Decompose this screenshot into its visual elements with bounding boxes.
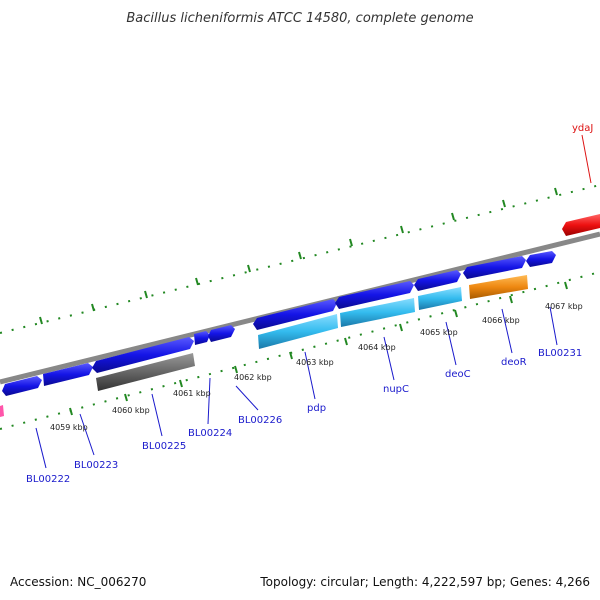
accession-label: Accession: NC_006270 xyxy=(10,575,146,589)
map-title: Bacillus licheniformis ATCC 14580, compl… xyxy=(126,11,473,26)
gene-nupc-rev[interactable] xyxy=(340,298,415,327)
kbp-label: 4061 kbp xyxy=(173,389,211,398)
gene-nupc-fwd[interactable] xyxy=(335,281,414,309)
forward-genes xyxy=(2,214,600,396)
gene-deor-fwd[interactable] xyxy=(463,256,526,279)
gene-ydaj[interactable] xyxy=(562,214,600,236)
gene-bl00225-fwd[interactable] xyxy=(92,337,194,373)
gene-label-bl00225[interactable]: BL00225 xyxy=(142,441,186,452)
gene-label-bl00231[interactable]: BL00231 xyxy=(538,348,582,359)
gene-label-lines xyxy=(35,134,592,469)
gene-label-nupc[interactable]: nupC xyxy=(383,384,409,395)
gene-label-ydaj[interactable]: ydaJ xyxy=(572,123,593,134)
edge-marker xyxy=(0,405,4,417)
topology-label: Topology: circular; Length: 4,222,597 bp… xyxy=(259,575,590,589)
gene-bl00231[interactable] xyxy=(526,251,556,267)
gene-label-bl00222[interactable]: BL00222 xyxy=(26,474,70,485)
kbp-label: 4062 kbp xyxy=(234,373,272,382)
gene-label-bl00226[interactable]: BL00226 xyxy=(238,415,282,426)
feature-track xyxy=(0,275,528,417)
kbp-label: 4060 kbp xyxy=(112,406,150,415)
gene-bl00224[interactable] xyxy=(194,331,210,345)
gene-label-pdp[interactable]: pdp xyxy=(307,403,326,414)
major-ticks xyxy=(39,187,568,416)
gene-deoc-fwd[interactable] xyxy=(414,270,461,291)
kbp-label: 4067 kbp xyxy=(545,302,583,311)
gene-label-bl00224[interactable]: BL00224 xyxy=(188,428,232,439)
kbp-labels: 4059 kbp 4060 kbp 4061 kbp 4062 kbp 4063… xyxy=(50,302,583,432)
kbp-label: 4059 kbp xyxy=(50,423,88,432)
inner-tick-track xyxy=(0,271,600,430)
gene-bl00223[interactable] xyxy=(43,363,93,386)
gene-pdp-rev[interactable] xyxy=(258,314,338,349)
gene-label-bl00223[interactable]: BL00223 xyxy=(74,460,118,471)
gene-label-deoc[interactable]: deoC xyxy=(445,369,471,380)
gene-bl00226[interactable] xyxy=(208,325,235,342)
gene-bl00222[interactable] xyxy=(2,376,42,396)
kbp-label: 4063 kbp xyxy=(296,358,334,367)
gene-labels: BL00222 BL00223 BL00225 BL00224 BL00226 … xyxy=(26,123,593,485)
gene-pdp-fwd[interactable] xyxy=(253,299,337,330)
gene-bl00225-rev[interactable] xyxy=(96,353,195,391)
kbp-label: 4066 kbp xyxy=(482,316,520,325)
gene-deoc-rev[interactable] xyxy=(418,287,462,310)
gene-label-deor[interactable]: deoR xyxy=(501,357,527,368)
kbp-label: 4064 kbp xyxy=(358,343,396,352)
kbp-label: 4065 kbp xyxy=(420,328,458,337)
gene-deor-rev[interactable] xyxy=(469,275,528,299)
